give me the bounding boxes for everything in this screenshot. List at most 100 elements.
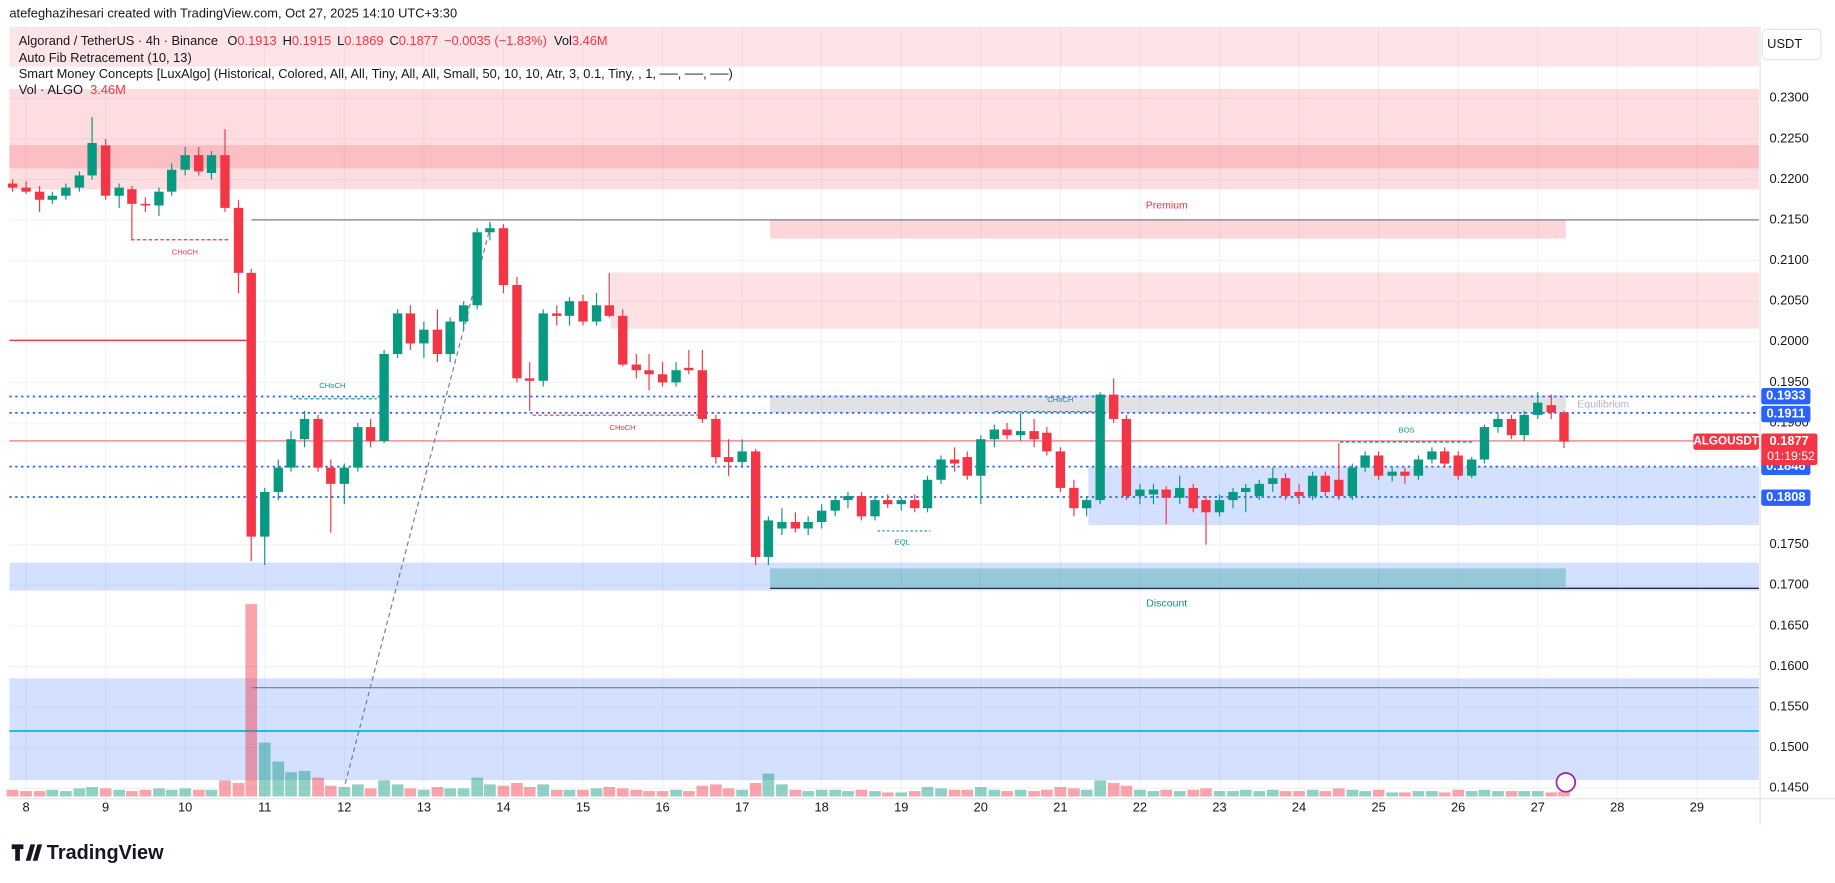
volume-bar <box>776 784 788 797</box>
volume-bar <box>537 784 550 797</box>
y-tick-label: 0.1700 <box>1769 577 1808 592</box>
vol-row-value: 3.46M <box>90 83 126 98</box>
candle-body <box>206 155 217 173</box>
candle-body <box>1201 500 1211 513</box>
candle-body <box>445 321 455 355</box>
volume-bar <box>1412 791 1425 797</box>
volume-bar <box>113 789 126 797</box>
symbol-tag-label: ALGOUSDT <box>1693 435 1759 448</box>
volume-bar <box>881 792 894 797</box>
candle-body <box>1055 451 1066 488</box>
candle-body <box>949 459 960 464</box>
ohlc-key: C <box>389 33 398 48</box>
annotation: CHoCH <box>319 381 345 390</box>
candle-body <box>1307 475 1318 497</box>
volume-bar <box>815 789 828 797</box>
candle-body <box>1413 459 1424 476</box>
volume-bar <box>378 780 390 797</box>
last-price-tag <box>1761 433 1818 466</box>
currency-box[interactable] <box>1761 28 1822 61</box>
volume-bar <box>298 770 311 797</box>
volume-bar <box>1399 792 1411 797</box>
volume-bar <box>1438 792 1451 797</box>
volume-bar <box>829 789 842 797</box>
candle-body <box>564 301 575 316</box>
zone <box>770 395 1566 413</box>
candle-body <box>644 370 654 375</box>
volume-bar <box>682 791 695 797</box>
volume-bar <box>391 784 404 797</box>
volume-bar <box>404 788 417 797</box>
volume-bar <box>935 788 947 797</box>
volume-bar <box>577 789 589 797</box>
volume-bar <box>948 789 961 797</box>
zone <box>9 26 1759 67</box>
candle-body <box>286 439 296 468</box>
candle-body <box>1254 483 1264 497</box>
candle-body <box>817 510 827 523</box>
candle-body <box>1161 489 1171 498</box>
candle-body <box>47 195 58 200</box>
candle-body <box>1347 467 1358 497</box>
volume-bar <box>1372 789 1385 797</box>
x-tick-label: 17 <box>735 800 749 815</box>
candle-body <box>989 429 1000 440</box>
candle-body <box>392 313 403 355</box>
candle-body <box>830 500 840 511</box>
candle-body <box>1188 487 1198 509</box>
vol-row: Vol · ALGO 3.46M <box>19 83 126 98</box>
volume-bar <box>710 784 722 797</box>
candle-body <box>737 451 747 462</box>
candle-body <box>618 315 628 365</box>
volume-bar <box>1213 791 1226 797</box>
zone <box>770 568 1566 588</box>
candle-body <box>273 467 283 492</box>
volume-bar <box>1306 789 1319 797</box>
x-tick-label: 8 <box>22 800 29 815</box>
volume-bar <box>1080 789 1093 797</box>
volume-bar <box>1028 791 1040 797</box>
zone <box>610 272 1759 329</box>
annotation: CHoCH <box>172 248 198 257</box>
volume-bar <box>457 788 470 797</box>
zone <box>9 562 1759 591</box>
candle-body <box>246 272 256 537</box>
volume-bar <box>1120 785 1133 797</box>
x-tick-label: 9 <box>102 800 109 815</box>
legend-change: −0.0035 (−1.83%) <box>444 33 547 48</box>
volume-bar <box>988 789 1001 797</box>
logo-text: TradingView <box>47 842 164 864</box>
candle-body <box>1148 489 1159 495</box>
candle-body <box>1002 429 1012 436</box>
volume-bar <box>431 787 444 797</box>
x-tick-label: 15 <box>576 800 590 815</box>
candle-body <box>7 183 18 188</box>
volume <box>6 604 1570 797</box>
x-tick-label: 13 <box>417 800 431 815</box>
volume-bar <box>616 788 629 797</box>
volume-bar <box>670 789 682 797</box>
candle-body <box>432 329 443 355</box>
candle-body <box>379 354 389 441</box>
zone <box>9 678 1759 781</box>
ohlc-value: 0.1915 <box>292 33 331 48</box>
candle-body <box>313 418 323 468</box>
x-tick-label: 14 <box>496 800 510 815</box>
candle-body <box>922 479 933 509</box>
ohlc-key: H <box>283 33 292 48</box>
volume-bar <box>855 789 868 797</box>
annotation: Discount <box>1146 597 1187 609</box>
volume-bar <box>272 761 285 797</box>
volume-bar <box>484 784 496 797</box>
price-tag <box>1761 388 1811 405</box>
volume-bar <box>1054 787 1067 797</box>
volume-bar <box>1041 789 1053 797</box>
zones: Premium Discount Equilibrium CHoCH CHoCH CHoC… <box>9 26 1759 784</box>
candle-body <box>1294 491 1304 497</box>
price-tag-label: 0.1808 <box>1766 489 1805 504</box>
candle-body <box>910 500 920 509</box>
x-tick-label: 27 <box>1531 800 1545 815</box>
price-tag-label: 0.1933 <box>1766 388 1805 403</box>
volume-bar <box>1147 791 1160 797</box>
candle-body <box>1559 412 1569 442</box>
